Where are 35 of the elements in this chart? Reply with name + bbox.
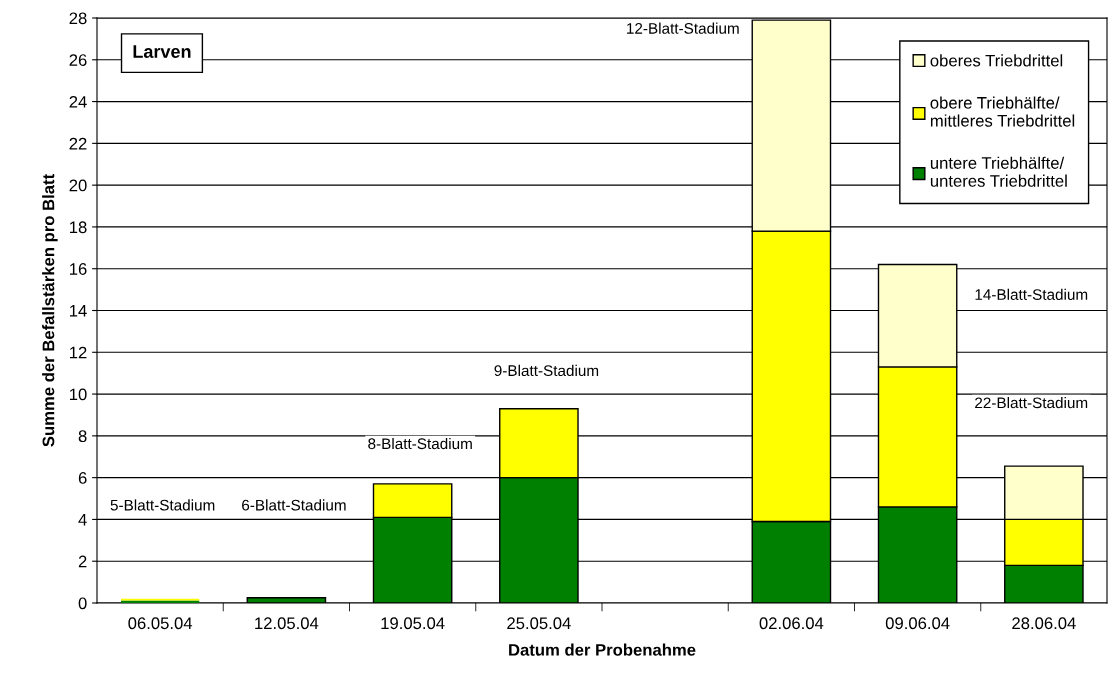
y-tick-label: 26 [69, 54, 87, 66]
y-tick-label: 12 [70, 346, 87, 359]
y-tick-label: 16 [70, 263, 87, 275]
legend-label: untere Triebhälfte/ unteres Triebdrittel [930, 156, 1067, 187]
y-tick-label: 24 [69, 95, 87, 108]
y-tick-label: 20 [69, 179, 87, 192]
legend-label: obere Triebhälfte/ mittleres Triebdrittel [930, 96, 1075, 127]
x-tick-label: 19.05.04 [381, 617, 445, 630]
x-tick-label: 02.06.04 [759, 617, 824, 630]
legend-label: oberes Triebdrittel [930, 54, 1063, 67]
x-tick-label: 06.05.04 [128, 617, 193, 630]
x-tick-label: 09.06.04 [885, 617, 950, 630]
y-tick-label: 22 [69, 137, 87, 150]
annotation: 14-Blatt-Stadium [975, 288, 1088, 300]
y-tick-label: 0 [78, 597, 87, 610]
x-tick-label: 25.05.04 [507, 617, 571, 630]
y-tick-label: 4 [78, 514, 87, 526]
annotation: 12-Blatt-Stadium [627, 22, 739, 34]
annotation: 9-Blatt-Stadium [494, 364, 599, 377]
x-tick-label: 12.05.04 [255, 617, 319, 630]
annotation: 8-Blatt-Stadium [368, 437, 472, 450]
y-tick-label: 18 [70, 221, 87, 234]
annotation: Larven [133, 45, 191, 58]
y-tick-label: 10 [70, 388, 87, 401]
y-tick-label: 8 [78, 430, 87, 443]
annotation: 5-Blatt-Stadium [110, 499, 215, 511]
annotation: 22-Blatt-Stadium [975, 396, 1088, 409]
y-tick-label: 2 [78, 555, 87, 568]
y-tick-label: 6 [78, 472, 87, 484]
annotation: 6-Blatt-Stadium [242, 499, 346, 511]
y-tick-label: 28 [69, 12, 87, 25]
x-axis-title: Datum der Probenahme [509, 643, 696, 656]
y-tick-label: 14 [70, 305, 87, 317]
y-axis-title: Summe der Befallstärken pro Blatt [42, 174, 58, 447]
x-tick-label: 28.06.04 [1012, 617, 1076, 630]
